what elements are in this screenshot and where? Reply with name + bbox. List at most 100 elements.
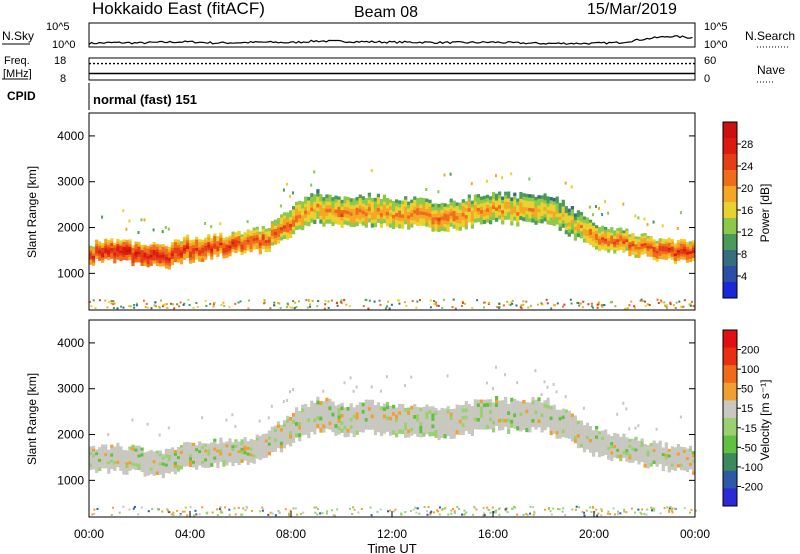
echo-cell <box>646 456 650 460</box>
echo-cell <box>495 414 499 419</box>
echo-cell <box>134 454 138 459</box>
echo-cell <box>261 442 265 447</box>
echo-cell <box>237 241 241 245</box>
echo-cell <box>389 216 393 221</box>
echo-cell <box>498 208 502 213</box>
echo-cell <box>313 216 317 221</box>
near-range-cell <box>549 510 552 513</box>
echo-cell <box>588 432 593 437</box>
echo-cell <box>249 241 253 245</box>
echo-cell <box>313 422 317 427</box>
near-range-cell <box>694 509 697 512</box>
echo-cell <box>479 213 484 218</box>
echo-cell <box>422 432 426 437</box>
echo-cell <box>558 423 562 428</box>
echo-cell <box>346 421 350 426</box>
echo-cell <box>137 460 141 465</box>
echo-cell <box>549 221 553 225</box>
echo-cell <box>122 471 126 475</box>
echo-cell <box>452 204 456 209</box>
echo-cell <box>607 434 611 439</box>
echo-cell <box>95 239 99 243</box>
near-range-cell <box>316 305 319 308</box>
echo-cell <box>449 208 453 213</box>
echo-cell <box>361 196 365 201</box>
echo-cell <box>534 369 537 373</box>
echo-cell <box>116 246 120 250</box>
echo-cell <box>198 447 202 451</box>
echo-cell <box>658 440 662 445</box>
echo-cell <box>137 241 141 245</box>
echo-cell <box>640 458 644 463</box>
echo-cell <box>95 452 99 456</box>
echo-cell <box>322 208 326 213</box>
echo-cell <box>610 448 614 452</box>
echo-cell <box>195 239 199 243</box>
echo-cell <box>167 263 171 267</box>
echo-cell <box>237 246 241 250</box>
echo-cell <box>155 246 159 250</box>
echo-cell <box>228 441 232 445</box>
echo-cell <box>649 448 653 453</box>
echo-cell <box>301 412 305 417</box>
echo-cell <box>631 243 635 247</box>
echo-cell <box>579 234 584 239</box>
echo-cell <box>461 206 465 211</box>
echo-cell <box>449 219 453 224</box>
echo-cell <box>192 259 196 263</box>
echo-cell <box>337 206 341 211</box>
echo-cell <box>101 215 104 219</box>
near-range-cell <box>387 300 390 303</box>
echo-cell <box>352 205 356 210</box>
echo-cell <box>286 437 290 442</box>
echo-cell <box>407 411 411 416</box>
echo-cell <box>422 428 426 434</box>
echo-cell <box>649 445 653 450</box>
echo-cell <box>416 208 420 213</box>
echo-cell <box>422 201 426 206</box>
echo-cell <box>122 468 126 472</box>
echo-cell <box>416 407 420 412</box>
echo-cell <box>631 241 635 245</box>
echo-cell <box>622 235 626 240</box>
echo-cell <box>540 216 544 220</box>
near-range-cell <box>660 300 663 303</box>
echo-cell <box>485 194 490 199</box>
echo-cell <box>161 254 165 259</box>
near-range-cell <box>637 508 640 511</box>
echo-cell <box>319 201 323 206</box>
echo-cell <box>255 226 259 230</box>
near-range-cell <box>483 301 485 304</box>
echo-cell <box>304 430 308 435</box>
echo-cell <box>125 456 129 460</box>
echo-cell <box>392 415 396 421</box>
echo-cell <box>286 433 290 438</box>
echo-cell <box>467 194 471 199</box>
echo-cell <box>167 452 171 456</box>
echo-cell <box>670 452 674 456</box>
echo-cell <box>546 217 550 221</box>
near-range-cell <box>340 299 343 302</box>
echo-cell <box>646 241 650 245</box>
echo-cell <box>204 240 208 244</box>
echo-cell <box>476 201 480 205</box>
echo-cell <box>607 446 611 451</box>
echo-cell <box>492 209 496 214</box>
near-range-cell <box>405 304 408 307</box>
echo-cell <box>267 436 271 441</box>
echo-cell <box>504 415 508 420</box>
echo-cell <box>613 236 617 240</box>
echo-cell <box>637 446 641 450</box>
echo-cell <box>588 435 593 440</box>
echo-cell <box>495 207 499 212</box>
echo-cell <box>355 408 359 413</box>
echo-cell <box>173 461 177 466</box>
echo-cell <box>413 220 417 225</box>
echo-cell <box>579 420 584 425</box>
echo-cell <box>555 416 559 421</box>
echo-cell <box>143 250 147 254</box>
echo-cell <box>537 208 541 213</box>
echo-cell <box>422 211 426 216</box>
echo-cell <box>440 433 444 438</box>
echo-cell <box>592 433 596 438</box>
